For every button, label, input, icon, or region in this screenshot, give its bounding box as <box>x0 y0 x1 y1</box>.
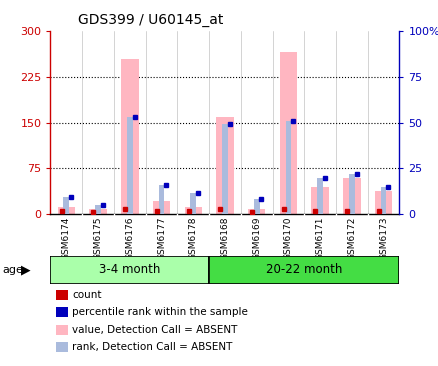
Bar <box>89 209 106 214</box>
Bar <box>343 178 360 214</box>
Text: 3-4 month: 3-4 month <box>99 264 160 276</box>
Bar <box>190 193 196 214</box>
Text: age: age <box>2 265 23 275</box>
Text: GSM6168: GSM6168 <box>220 216 229 260</box>
Bar <box>152 201 170 214</box>
Bar <box>380 187 385 214</box>
Text: GSM6169: GSM6169 <box>252 216 261 260</box>
Bar <box>317 178 322 214</box>
Bar <box>247 209 265 214</box>
Bar <box>216 116 233 214</box>
Bar <box>311 187 328 214</box>
Bar <box>348 175 354 214</box>
Bar <box>279 52 297 214</box>
Bar <box>285 121 291 214</box>
Bar <box>64 197 69 214</box>
Bar <box>208 256 399 284</box>
Text: GSM6171: GSM6171 <box>315 216 324 260</box>
Text: GSM6173: GSM6173 <box>378 216 387 260</box>
Text: rank, Detection Call = ABSENT: rank, Detection Call = ABSENT <box>72 342 232 352</box>
Bar <box>158 185 164 214</box>
Text: GDS399 / U60145_at: GDS399 / U60145_at <box>78 13 223 27</box>
Bar <box>184 207 201 214</box>
Text: GSM6170: GSM6170 <box>283 216 292 260</box>
Bar <box>253 199 259 214</box>
Bar <box>50 256 208 284</box>
Text: GSM6175: GSM6175 <box>93 216 102 260</box>
Text: GSM6172: GSM6172 <box>346 216 356 259</box>
Text: 20-22 month: 20-22 month <box>265 264 342 276</box>
Bar <box>95 205 101 214</box>
Bar <box>374 191 392 214</box>
Bar <box>121 59 138 214</box>
Bar <box>57 207 75 214</box>
Bar <box>127 116 132 214</box>
Text: GSM6178: GSM6178 <box>188 216 197 260</box>
Bar <box>222 124 227 214</box>
Text: percentile rank within the sample: percentile rank within the sample <box>72 307 248 317</box>
Text: GSM6177: GSM6177 <box>157 216 166 260</box>
Text: ▶: ▶ <box>21 264 31 277</box>
Text: count: count <box>72 290 102 300</box>
Text: GSM6176: GSM6176 <box>125 216 134 260</box>
Text: GSM6174: GSM6174 <box>62 216 71 259</box>
Text: value, Detection Call = ABSENT: value, Detection Call = ABSENT <box>72 325 237 335</box>
